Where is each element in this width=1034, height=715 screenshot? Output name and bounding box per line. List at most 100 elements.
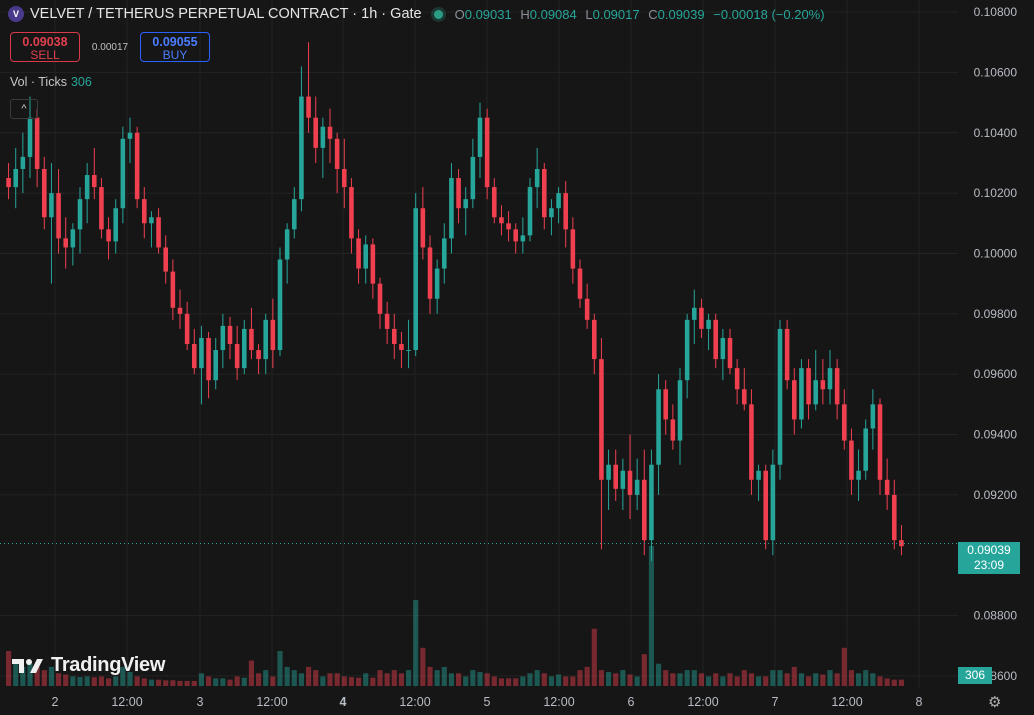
volume-bar: [398, 673, 404, 686]
volume-bar: [277, 651, 283, 686]
volume-bar: [20, 666, 26, 686]
buy-button[interactable]: 0.09055 BUY: [140, 32, 210, 62]
volume-bar: [698, 673, 704, 686]
y-tick-label: 0.09800: [974, 307, 1018, 321]
candle-body: [806, 368, 811, 405]
volume-bar: [820, 674, 826, 686]
candle-body: [834, 368, 840, 405]
candle-body: [613, 464, 618, 489]
settings-gear-icon[interactable]: ⚙: [988, 694, 1002, 711]
change-value: −0.00018 (−0.20%): [713, 6, 825, 22]
candle-body: [206, 337, 211, 381]
collapse-legend-button[interactable]: ^: [10, 99, 38, 119]
candle-body: [406, 350, 411, 352]
candle-body: [413, 208, 418, 351]
candle-body: [34, 117, 40, 169]
volume-bar: [570, 676, 576, 686]
candle-body: [899, 540, 904, 547]
candle-body: [556, 193, 561, 209]
candle-body: [249, 328, 254, 351]
volume-bar: [756, 676, 762, 686]
volume-bar: [891, 679, 897, 686]
volume-bar: [191, 680, 197, 686]
high-value: 0.09084: [529, 6, 577, 22]
candle-body: [720, 337, 726, 360]
sell-price: 0.09038: [22, 35, 68, 49]
candle-body: [484, 117, 490, 188]
volume-bar: [41, 670, 47, 686]
chevron-up-icon: ^: [21, 103, 27, 115]
candle-body: [763, 470, 768, 541]
candle-body: [170, 271, 176, 308]
volume-bar: [748, 673, 754, 686]
volume-bar: [213, 678, 219, 686]
candle-body: [213, 350, 218, 381]
candle-body: [713, 319, 718, 360]
volume-bar: [884, 678, 890, 686]
candle-body: [284, 229, 290, 260]
candle-body: [127, 132, 133, 139]
candle-body: [313, 117, 318, 148]
candle-body: [827, 368, 833, 390]
brand-name: TradingView: [51, 654, 166, 676]
volume-bar: [420, 647, 426, 686]
candle-body: [513, 229, 518, 242]
volume-bar: [148, 679, 154, 686]
volume-bar: [113, 676, 119, 686]
sell-button[interactable]: 0.09038 SELL: [10, 32, 80, 62]
candle-body: [799, 368, 804, 420]
candle-body: [349, 187, 354, 239]
candle-body: [742, 389, 747, 405]
candle-body: [849, 440, 854, 480]
candle-body: [184, 313, 190, 344]
volume-bar: [91, 677, 97, 686]
volume-bar: [534, 670, 540, 686]
volume-bar: [806, 676, 812, 686]
tradingview-logo[interactable]: TradingView: [12, 654, 165, 677]
volume-bar: [298, 673, 304, 686]
candle-body: [663, 389, 668, 420]
candle-body: [813, 380, 818, 405]
volume-bar: [263, 670, 269, 686]
volume-bar: [563, 676, 569, 686]
volume-bar: [706, 676, 712, 686]
volume-bar: [377, 670, 383, 686]
candle-body: [256, 350, 261, 360]
volume-bar: [648, 546, 654, 686]
volume-bar: [6, 651, 12, 686]
candle-body: [263, 319, 268, 360]
candle-body: [27, 117, 33, 157]
volume-bar: [898, 679, 904, 686]
volume-bar: [227, 679, 233, 686]
x-tick-label: 2: [52, 695, 59, 709]
candle-body: [456, 178, 461, 209]
candle-body: [727, 337, 733, 369]
candle-body: [570, 229, 576, 269]
volume-bar: [606, 672, 612, 686]
candle-body: [563, 193, 568, 230]
candle-body: [192, 344, 197, 369]
volume-bar: [234, 676, 240, 686]
candle-body: [677, 380, 683, 441]
y-tick-label: 0.08800: [974, 609, 1018, 623]
volume-bar: [141, 678, 147, 686]
volume-bar: [334, 673, 340, 686]
volume-bar: [456, 673, 462, 686]
volume-bar: [327, 673, 333, 686]
volume-bar: [34, 666, 40, 686]
candle-body: [342, 168, 347, 188]
y-tick-label: 0.10800: [974, 5, 1018, 19]
volume-bar: [741, 670, 747, 686]
volume-bar: [834, 673, 840, 686]
symbol-title[interactable]: VELVET / TETHERUS PERPETUAL CONTRACT · 1…: [30, 6, 422, 22]
volume-bar: [256, 673, 262, 686]
symbol-logo-icon: V: [8, 6, 24, 22]
candle-body: [320, 126, 326, 148]
low-value: 0.09017: [592, 6, 640, 22]
last-price-label: 0.09039 23:09: [958, 542, 1020, 574]
spread-value: 0.00017: [91, 41, 129, 53]
x-tick-label: 12:00: [831, 695, 862, 709]
volume-legend[interactable]: Vol · Ticks 306: [10, 75, 92, 89]
